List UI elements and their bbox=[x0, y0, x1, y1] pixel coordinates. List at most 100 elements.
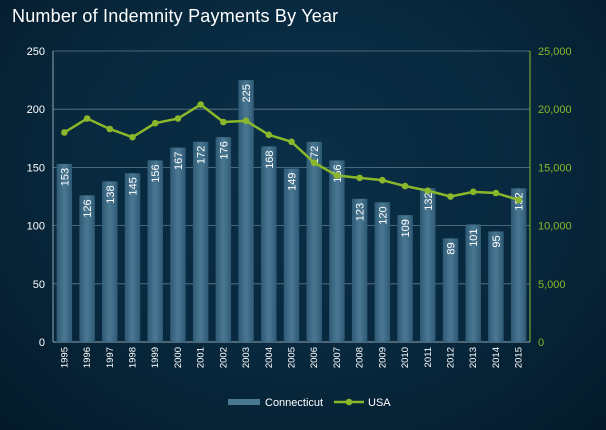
x-tick-label: 1998 bbox=[128, 347, 139, 368]
bar-connecticut bbox=[147, 160, 163, 342]
bar-connecticut bbox=[192, 141, 209, 342]
bar-value-label: 176 bbox=[218, 141, 230, 159]
point-usa bbox=[288, 138, 295, 146]
bar-connecticut bbox=[351, 198, 368, 342]
point-usa bbox=[356, 174, 363, 182]
bar-connecticut bbox=[510, 188, 527, 342]
bar-connecticut bbox=[329, 160, 345, 342]
y-right-tick-label: 25,000 bbox=[538, 46, 572, 58]
point-usa bbox=[174, 115, 182, 122]
x-tick-label: 2011 bbox=[423, 347, 434, 367]
bar-value-label: 167 bbox=[173, 152, 185, 170]
x-tick-label: 2003 bbox=[241, 347, 252, 368]
bar-connecticut bbox=[442, 238, 459, 342]
bar-value-label: 145 bbox=[128, 177, 140, 195]
bar-value-label: 149 bbox=[287, 173, 299, 191]
y-left-tick-label: 0 bbox=[39, 337, 45, 349]
y-right-tick-label: 15,000 bbox=[538, 162, 572, 174]
x-tick-label: 1996 bbox=[82, 347, 93, 368]
bar-value-label: 156 bbox=[150, 164, 162, 182]
y-left-tick-label: 100 bbox=[27, 221, 45, 233]
bar-value-label: 225 bbox=[241, 84, 253, 102]
point-usa bbox=[242, 117, 250, 125]
x-tick-label: 2007 bbox=[332, 347, 343, 368]
y-left-tick-label: 150 bbox=[27, 162, 45, 174]
bar-connecticut bbox=[283, 168, 300, 342]
bar-value-label: 123 bbox=[355, 203, 367, 221]
y-right-tick-label: 10,000 bbox=[538, 221, 572, 233]
point-usa bbox=[333, 172, 341, 179]
bar-value-label: 89 bbox=[446, 242, 458, 254]
y-right-tick-label: 0 bbox=[538, 337, 544, 349]
bar-connecticut bbox=[215, 137, 232, 342]
point-usa bbox=[220, 118, 227, 126]
bar-connecticut bbox=[397, 215, 413, 342]
x-tick-label: 2006 bbox=[309, 347, 320, 368]
point-usa bbox=[469, 188, 477, 196]
y-right-tick-label: 20,000 bbox=[538, 104, 572, 116]
bar-connecticut bbox=[261, 146, 277, 342]
bar-connecticut bbox=[374, 202, 391, 342]
point-usa bbox=[129, 133, 136, 141]
x-tick-label: 2000 bbox=[173, 347, 184, 368]
bar-value-label: 153 bbox=[59, 168, 71, 186]
x-tick-label: 2001 bbox=[196, 347, 207, 368]
point-usa bbox=[61, 129, 68, 136]
bar-value-label: 120 bbox=[377, 206, 389, 224]
bar-value-label: 138 bbox=[105, 185, 117, 203]
x-tick-label: 2010 bbox=[400, 347, 411, 368]
legend-swatch-connecticut bbox=[228, 399, 260, 405]
x-tick-label: 1999 bbox=[150, 347, 161, 368]
point-usa bbox=[106, 125, 114, 133]
bar-value-label: 168 bbox=[264, 150, 276, 168]
bar-connecticut bbox=[488, 231, 504, 342]
x-tick-label: 2009 bbox=[377, 347, 388, 368]
x-tick-label: 2013 bbox=[468, 347, 479, 368]
x-tick-label: 2008 bbox=[355, 347, 366, 368]
bar-value-label: 109 bbox=[400, 219, 412, 237]
chart-title: Number of Indemnity Payments By Year bbox=[12, 6, 339, 26]
legend-label-connecticut: Connecticut bbox=[265, 397, 323, 409]
point-usa bbox=[401, 182, 409, 190]
bar-value-label: 101 bbox=[468, 228, 480, 246]
point-usa bbox=[515, 196, 522, 204]
bar-connecticut bbox=[56, 163, 73, 342]
y-left-tick-label: 200 bbox=[27, 104, 45, 116]
bar-value-label: 132 bbox=[423, 192, 435, 210]
point-usa bbox=[197, 101, 204, 108]
y-left-tick-label: 50 bbox=[33, 279, 45, 291]
x-tick-label: 2015 bbox=[514, 347, 525, 368]
bar-connecticut bbox=[79, 195, 95, 342]
y-right-tick-label: 5,000 bbox=[538, 279, 566, 291]
bar-value-label: 172 bbox=[196, 146, 208, 164]
y-left-tick-label: 250 bbox=[27, 46, 45, 58]
bar-connecticut bbox=[102, 181, 118, 342]
point-usa bbox=[379, 176, 386, 184]
point-usa bbox=[265, 131, 273, 139]
point-usa bbox=[83, 115, 91, 122]
x-tick-label: 2002 bbox=[218, 347, 229, 368]
x-tick-label: 1997 bbox=[105, 347, 116, 368]
x-tick-label: 2012 bbox=[446, 347, 457, 368]
bar-connecticut bbox=[306, 141, 322, 342]
x-tick-label: 1995 bbox=[59, 347, 70, 368]
point-usa bbox=[447, 193, 454, 200]
x-tick-label: 2014 bbox=[491, 347, 502, 368]
x-tick-label: 2004 bbox=[264, 347, 275, 368]
bar-connecticut bbox=[238, 80, 254, 342]
point-usa bbox=[151, 119, 159, 127]
bar-value-label: 95 bbox=[491, 235, 503, 247]
bar-connecticut bbox=[124, 173, 141, 342]
legend-label-usa: USA bbox=[368, 397, 391, 409]
bar-value-label: 126 bbox=[82, 199, 94, 217]
x-tick-label: 2005 bbox=[287, 347, 298, 368]
bar-connecticut bbox=[170, 147, 186, 342]
point-usa bbox=[424, 187, 432, 194]
point-usa bbox=[310, 159, 318, 167]
bar-connecticut bbox=[465, 224, 481, 342]
point-usa bbox=[492, 189, 500, 197]
bar-connecticut bbox=[420, 188, 436, 342]
legend-swatch-usa-marker bbox=[345, 398, 353, 406]
